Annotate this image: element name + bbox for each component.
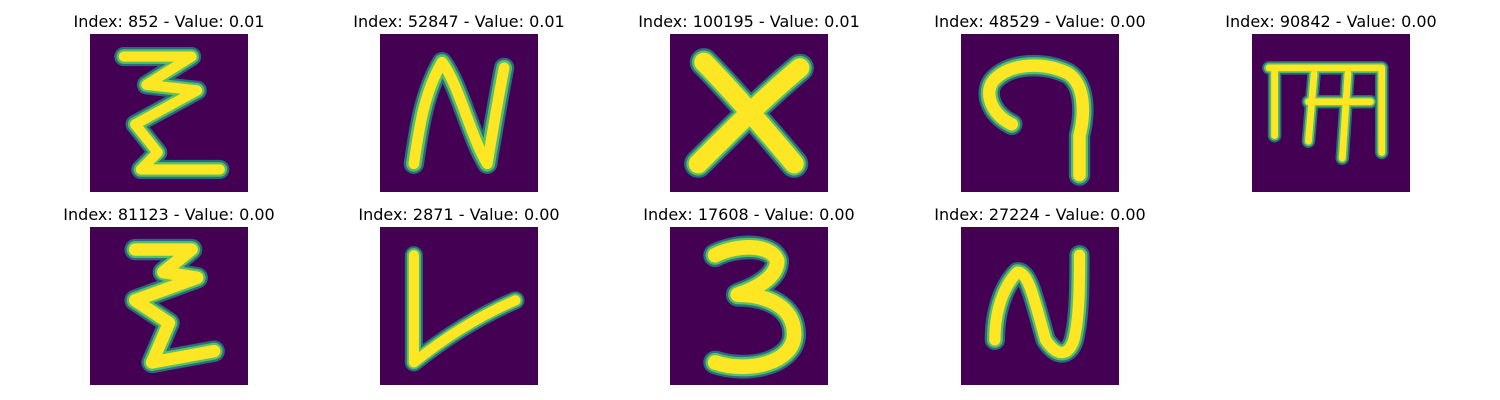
zigzag-z-glyph (90, 227, 248, 385)
image-cell-1: Index: 852 - Value: 0.01 (73, 12, 265, 192)
image-cell-3: Index: 100195 - Value: 0.01 (638, 12, 860, 192)
letter-n-glyph (961, 227, 1119, 385)
digit-3-glyph (670, 227, 828, 385)
image-cell-5: Index: 90842 - Value: 0.00 (1225, 12, 1437, 192)
letter-x-glyph (670, 34, 828, 192)
cell-title: Index: 100195 - Value: 0.01 (638, 12, 860, 31)
cell-title: Index: 90842 - Value: 0.00 (1225, 12, 1437, 31)
cell-title: Index: 852 - Value: 0.01 (73, 12, 265, 31)
letter-n-glyph (380, 34, 538, 192)
cell-title: Index: 48529 - Value: 0.00 (934, 12, 1146, 31)
zigzag-z-glyph (90, 34, 248, 192)
letter-m-glyph (1252, 34, 1410, 192)
image-cell-8: Index: 17608 - Value: 0.00 (643, 205, 855, 385)
cell-title: Index: 81123 - Value: 0.00 (63, 205, 275, 224)
cell-title: Index: 17608 - Value: 0.00 (643, 205, 855, 224)
image-cell-6: Index: 81123 - Value: 0.00 (63, 205, 275, 385)
image-cell-9: Index: 27224 - Value: 0.00 (934, 205, 1146, 385)
letter-l-glyph (380, 227, 538, 385)
image-cell-2: Index: 52847 - Value: 0.01 (353, 12, 565, 192)
hook-curve-glyph (961, 34, 1119, 192)
cell-title: Index: 52847 - Value: 0.01 (353, 12, 565, 31)
cell-title: Index: 2871 - Value: 0.00 (358, 205, 560, 224)
image-cell-4: Index: 48529 - Value: 0.00 (934, 12, 1146, 192)
image-cell-7: Index: 2871 - Value: 0.00 (358, 205, 560, 385)
cell-title: Index: 27224 - Value: 0.00 (934, 205, 1146, 224)
